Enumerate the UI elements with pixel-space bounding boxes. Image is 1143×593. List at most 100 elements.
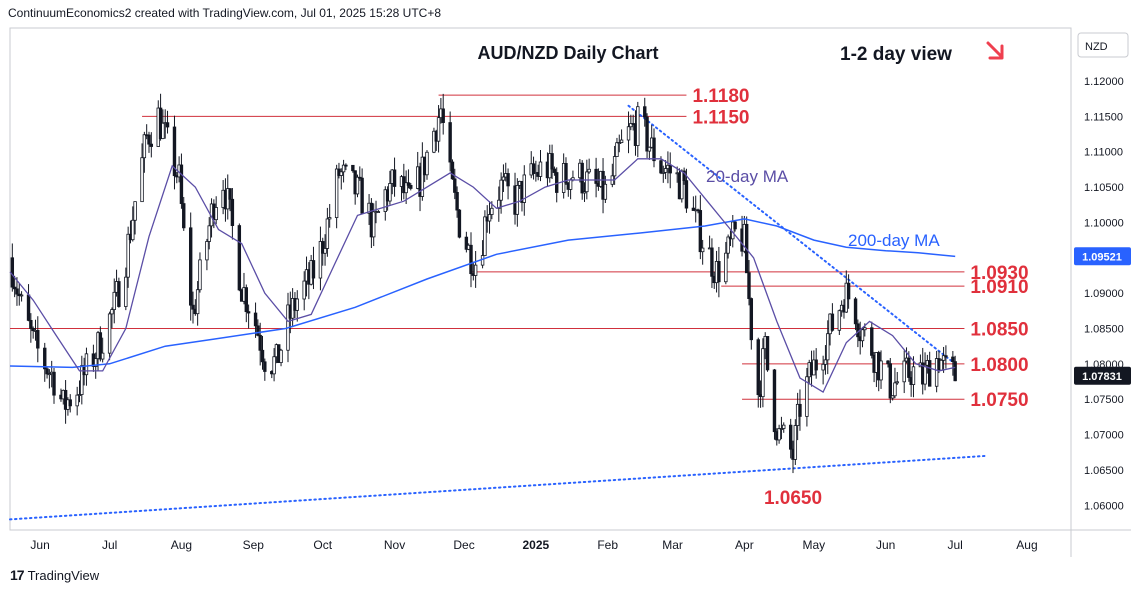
candle-body <box>339 171 343 176</box>
chart-attribution: ContinuumEconomics2 created with Trading… <box>8 6 442 20</box>
candle-body <box>94 358 98 367</box>
candle-body <box>323 248 327 254</box>
candle-body <box>110 309 114 315</box>
candle-body <box>182 203 186 229</box>
candle <box>432 127 436 154</box>
candle <box>172 115 177 190</box>
currency-label: NZD <box>1085 41 1108 53</box>
candle-body <box>617 142 621 145</box>
candle-body <box>837 310 842 331</box>
candle-body <box>668 164 672 174</box>
candle-body <box>911 366 916 385</box>
time-tick-label: Aug <box>171 538 192 552</box>
chart-frame <box>9 27 1072 531</box>
candle-body <box>453 178 457 193</box>
candle <box>756 337 760 408</box>
candle-body <box>846 282 851 300</box>
candle <box>205 238 209 271</box>
price-axis[interactable]: 1.060001.065001.070001.075001.080001.085… <box>1084 41 1124 513</box>
candle <box>501 164 506 192</box>
candle-body <box>406 182 411 186</box>
candle <box>406 169 411 189</box>
level-label: 1.1150 <box>692 107 749 128</box>
candle <box>246 304 251 329</box>
candle <box>761 338 765 408</box>
candle-body <box>749 298 754 341</box>
candle-body <box>455 192 459 211</box>
candle-body <box>272 356 276 375</box>
candle-body <box>941 355 946 361</box>
candle <box>830 303 835 332</box>
candle <box>47 369 52 389</box>
candle <box>112 278 116 324</box>
candle-body <box>879 360 883 381</box>
candle <box>321 237 325 266</box>
candle <box>464 231 469 253</box>
candle-body <box>295 298 299 311</box>
candle-body <box>311 260 316 279</box>
price-tick-label: 1.10500 <box>1084 182 1124 194</box>
candle-body <box>140 157 144 203</box>
candle-body <box>355 176 360 195</box>
candle <box>110 307 114 329</box>
candle <box>15 277 19 306</box>
candle-body <box>886 360 890 365</box>
time-tick-label: Feb <box>597 538 618 552</box>
candle <box>341 159 346 183</box>
candlestick-series <box>10 93 957 474</box>
candle <box>392 157 397 197</box>
candle <box>195 281 200 326</box>
candle <box>214 196 218 225</box>
candle <box>953 355 957 382</box>
candle-body <box>341 164 346 173</box>
candle-body <box>487 214 492 222</box>
candle <box>652 128 656 168</box>
ma200-line <box>9 218 956 369</box>
candle-body <box>626 126 631 141</box>
candle-body <box>334 168 339 218</box>
time-axis[interactable]: Jun Jul Aug Sep Oct Nov Dec 2025 Feb Mar Apr May Jun… <box>30 538 1037 552</box>
candle-body <box>798 403 802 417</box>
candle-body <box>244 287 248 313</box>
candle-body <box>149 143 154 147</box>
candle <box>944 345 948 369</box>
candle <box>358 166 362 181</box>
candle-body <box>246 311 251 314</box>
candle-body <box>499 179 503 201</box>
candle-body <box>98 332 103 360</box>
trendline-resistance <box>627 104 957 365</box>
candle <box>191 291 195 324</box>
candle <box>934 350 939 393</box>
candle-body <box>376 211 381 213</box>
candle-body <box>659 160 663 174</box>
candle-body <box>582 191 587 194</box>
trendlines <box>9 104 989 521</box>
candle-body <box>951 356 955 363</box>
candle <box>661 165 665 183</box>
candle-body <box>47 373 52 376</box>
candle-body <box>351 164 355 172</box>
candle <box>765 336 770 372</box>
candle <box>647 146 652 160</box>
candle <box>12 275 17 298</box>
candle <box>895 372 899 385</box>
candle-body <box>80 365 84 395</box>
candle <box>619 129 624 144</box>
candle <box>893 367 897 399</box>
time-tick-label: Jul <box>947 538 962 552</box>
candle <box>436 105 441 153</box>
candle <box>131 206 135 242</box>
level-label: 1.0850 <box>970 319 1028 340</box>
candle <box>409 182 413 191</box>
currency-button[interactable]: NZD <box>1077 32 1129 58</box>
candle-body <box>682 170 686 182</box>
candle <box>629 114 633 131</box>
candle <box>263 358 267 381</box>
candle-body <box>643 106 647 118</box>
candle-body <box>112 291 116 310</box>
price-tick-label: 1.07000 <box>1084 430 1124 442</box>
candle-body <box>515 185 520 215</box>
candle <box>941 346 946 373</box>
